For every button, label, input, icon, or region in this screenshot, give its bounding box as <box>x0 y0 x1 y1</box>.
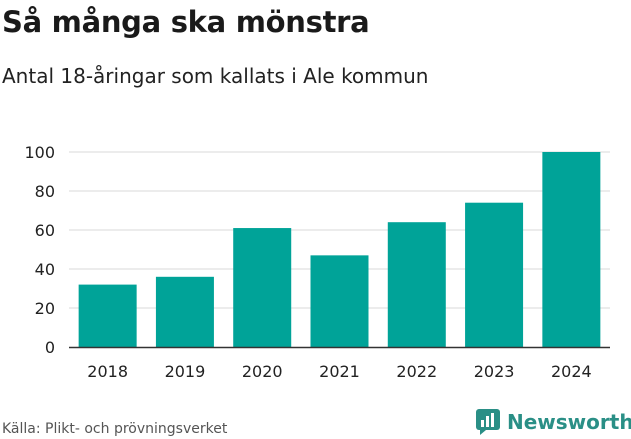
bar <box>310 255 369 347</box>
brand-name: Newsworthy <box>507 410 631 434</box>
bar-chart: 0 20 40 60 80 100 2018 2019 2020 2021 2022 2023 2024 <box>24 143 610 381</box>
newsworthy-logo-icon <box>476 409 500 435</box>
y-tick-label: 40 <box>35 260 55 279</box>
y-tick-label: 60 <box>35 221 55 240</box>
x-tick-label: 2023 <box>474 362 515 381</box>
x-tick-label: 2024 <box>551 362 592 381</box>
y-tick-label: 20 <box>35 299 55 318</box>
bar <box>542 152 601 347</box>
x-tick-label: 2020 <box>242 362 283 381</box>
bar <box>387 222 446 347</box>
source-note: Källa: Plikt- och prövningsverket <box>2 421 228 437</box>
x-tick-label: 2019 <box>165 362 206 381</box>
bar <box>233 228 292 347</box>
x-tick-label: 2021 <box>319 362 360 381</box>
y-tick-label: 100 <box>24 143 55 162</box>
x-tick-label: 2018 <box>87 362 128 381</box>
bar <box>78 284 137 347</box>
chart-subtitle: Antal 18-åringar som kallats i Ale kommu… <box>2 64 429 88</box>
y-tick-label: 0 <box>45 338 55 357</box>
x-tick-label: 2022 <box>396 362 437 381</box>
y-tick-label: 80 <box>35 182 55 201</box>
chart-title: Så många ska mönstra <box>2 5 370 39</box>
bar <box>465 202 524 347</box>
bar <box>155 276 214 347</box>
newsworthy-logo[interactable]: Newsworthy <box>475 407 631 437</box>
